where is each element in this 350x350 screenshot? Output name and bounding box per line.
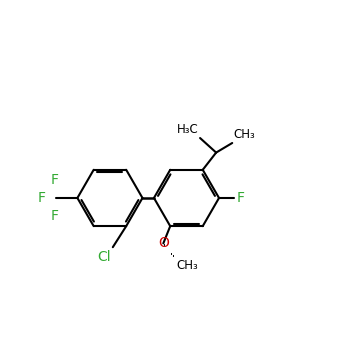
- Text: H₃C: H₃C: [177, 124, 198, 136]
- Text: O: O: [158, 236, 169, 250]
- Text: Cl: Cl: [97, 250, 111, 264]
- Text: F: F: [50, 209, 58, 223]
- Text: CH₃: CH₃: [177, 259, 198, 272]
- Text: F: F: [38, 191, 46, 205]
- Text: F: F: [236, 191, 244, 205]
- Text: F: F: [50, 173, 58, 187]
- Text: CH₃: CH₃: [234, 128, 256, 141]
